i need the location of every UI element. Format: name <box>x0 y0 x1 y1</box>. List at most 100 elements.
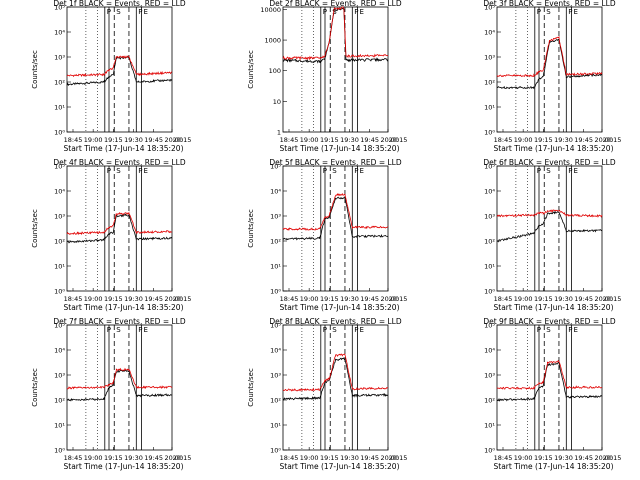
y-tick-label: 10¹ <box>484 422 495 430</box>
y-tick-label: 10000 <box>260 6 281 14</box>
x-tick-label: 18:45 <box>64 136 83 144</box>
y-tick-label: 10³ <box>270 213 281 221</box>
panel-title: Det 4f BLACK = Events, RED = LLD <box>53 158 186 167</box>
x-tick-label: 19:30 <box>340 136 359 144</box>
x-axis-label: Start Time (17-Jun-14 18:35:20) <box>64 144 184 153</box>
x-tick-label: 19:00 <box>514 136 533 144</box>
event-marker-label: S <box>546 167 551 175</box>
event-marker-label: P <box>354 8 358 16</box>
y-tick-label: 10⁰ <box>484 129 495 137</box>
x-tick-label: 19:00 <box>84 136 103 144</box>
x-tick-label: 20:00 <box>164 136 183 144</box>
event-marker-label: P <box>568 8 572 16</box>
y-tick-label: 10⁵ <box>270 322 281 330</box>
lld-series-line <box>66 367 173 390</box>
x-tick-label: 19:00 <box>514 454 533 462</box>
panel-title: Det 3f BLACK = Events, RED = LLD <box>483 0 616 8</box>
y-axis-label: Counts/sec <box>247 50 255 89</box>
x-tick-label: 19:30 <box>340 454 359 462</box>
lld-series-line <box>496 209 603 218</box>
y-tick-label: 10² <box>270 397 281 405</box>
event-marker-label: E <box>144 326 148 334</box>
y-axis-label: Counts/sec <box>247 368 255 407</box>
event-marker-label: S <box>332 8 337 16</box>
plot-frame <box>282 324 389 451</box>
x-tick-label: 19:00 <box>300 295 319 303</box>
x-tick-label: 20:00 <box>164 454 183 462</box>
x-tick-label: 19:30 <box>554 454 573 462</box>
y-tick-label: 10⁵ <box>484 322 495 330</box>
x-axis-label: Start Time (17-Jun-14 18:35:20) <box>494 303 614 312</box>
y-tick-label: 10¹ <box>270 422 281 430</box>
y-tick-label: 10⁰ <box>484 447 495 455</box>
panel-title: Det 5f BLACK = Events, RED = LLD <box>269 158 402 167</box>
event-marker-label: S <box>332 167 337 175</box>
y-tick-label: 10² <box>484 397 495 405</box>
y-tick-label: 10 <box>273 98 281 106</box>
x-tick-label: 20:00 <box>380 136 399 144</box>
y-tick-label: 10⁴ <box>54 29 65 37</box>
x-axis-label: Start Time (17-Jun-14 18:35:20) <box>280 303 400 312</box>
y-tick-label: 10⁴ <box>270 188 281 196</box>
y-tick-label: 10² <box>54 79 65 87</box>
x-tick-label: 19:15 <box>104 295 123 303</box>
event-marker-label: E <box>360 8 364 16</box>
y-axis-label: Counts/sec <box>31 50 39 89</box>
events-series-line <box>66 213 173 244</box>
x-tick-label: 19:15 <box>320 295 339 303</box>
x-tick-label: 18:45 <box>64 454 83 462</box>
y-tick-label: 10⁰ <box>54 447 65 455</box>
event-marker-label: P <box>138 167 142 175</box>
x-axis-label: Start Time (17-Jun-14 18:35:20) <box>494 144 614 153</box>
x-tick-label: 19:45 <box>144 295 163 303</box>
x-tick-label: 20:15 <box>603 136 622 144</box>
x-tick-label: 19:30 <box>124 454 143 462</box>
y-tick-label: 10¹ <box>54 263 65 271</box>
x-tick-label: 19:30 <box>340 295 359 303</box>
event-marker-label: P <box>138 8 142 16</box>
events-series-line <box>282 196 389 241</box>
x-tick-label: 20:15 <box>173 295 192 303</box>
lld-series-line <box>496 35 603 78</box>
y-tick-label: 10⁵ <box>484 4 495 12</box>
y-tick-label: 10² <box>54 238 65 246</box>
event-marker-label: E <box>360 326 364 334</box>
x-tick-label: 19:45 <box>360 295 379 303</box>
y-tick-label: 10⁵ <box>270 163 281 171</box>
y-tick-label: 10⁴ <box>484 347 495 355</box>
y-tick-label: 10⁵ <box>484 163 495 171</box>
x-tick-label: 19:15 <box>320 136 339 144</box>
x-tick-label: 19:15 <box>320 454 339 462</box>
plot-frame <box>282 6 389 133</box>
y-tick-label: 10⁵ <box>54 322 65 330</box>
x-tick-label: 19:15 <box>534 136 553 144</box>
plot-frame <box>496 165 603 292</box>
y-tick-label: 10¹ <box>270 263 281 271</box>
x-tick-label: 18:45 <box>494 454 513 462</box>
panel-title: Det 7f BLACK = Events, RED = LLD <box>53 317 186 326</box>
event-marker-label: E <box>144 8 148 16</box>
lld-series-line <box>282 193 389 232</box>
y-axis-label: Counts/sec <box>31 209 39 248</box>
events-series-line <box>496 361 603 402</box>
x-tick-label: 20:00 <box>594 136 613 144</box>
event-marker-label: S <box>546 326 551 334</box>
events-series-line <box>67 369 173 402</box>
plot-frame <box>496 6 603 133</box>
y-tick-label: 10⁴ <box>484 188 495 196</box>
event-marker-label: S <box>546 8 551 16</box>
x-axis-label: Start Time (17-Jun-14 18:35:20) <box>280 462 400 471</box>
y-tick-label: 10⁰ <box>484 288 495 296</box>
x-tick-label: 19:45 <box>360 136 379 144</box>
event-marker-label: S <box>116 8 121 16</box>
panel-title: Det 9f BLACK = Events, RED = LLD <box>483 317 616 326</box>
x-tick-label: 19:00 <box>84 295 103 303</box>
x-tick-label: 19:15 <box>534 454 553 462</box>
x-tick-label: 19:00 <box>514 295 533 303</box>
x-tick-label: 19:00 <box>300 454 319 462</box>
